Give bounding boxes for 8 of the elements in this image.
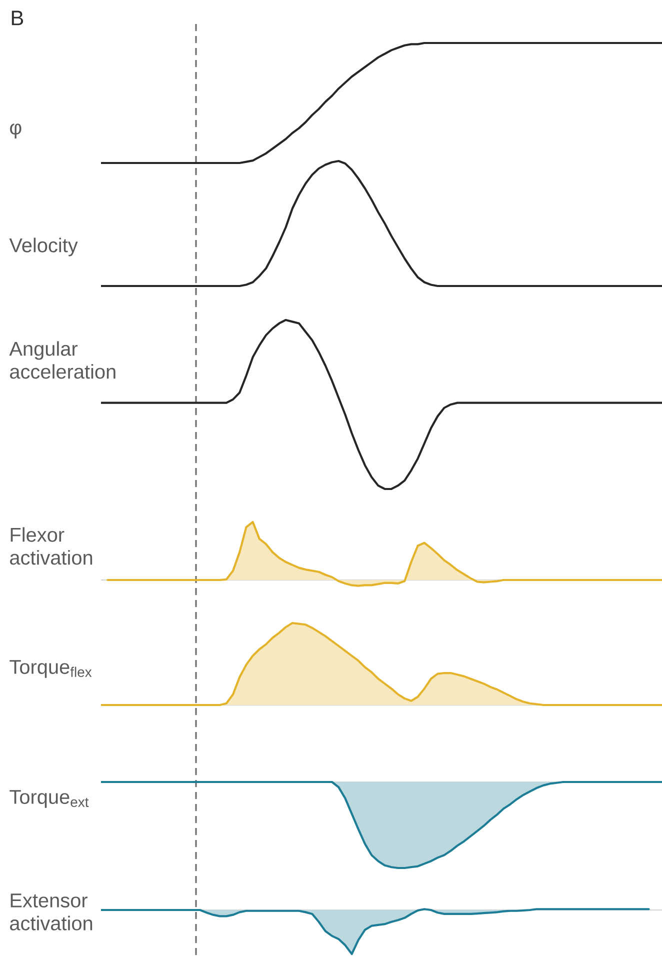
y-axis-title: Torque$_{flex}$ [10,660,92,678]
y-axis-title: Torque$_{ext}$ [10,790,89,808]
y-axis-title: Angular acceleration [9,341,116,379]
y-axis-title: Extensor activation [10,894,92,930]
y-axis-title: Velocity [9,238,78,256]
y-axis-title: φ [10,124,22,138]
y-axis-title: Flexor activation [10,527,92,565]
chart-title: B [12,10,24,26]
